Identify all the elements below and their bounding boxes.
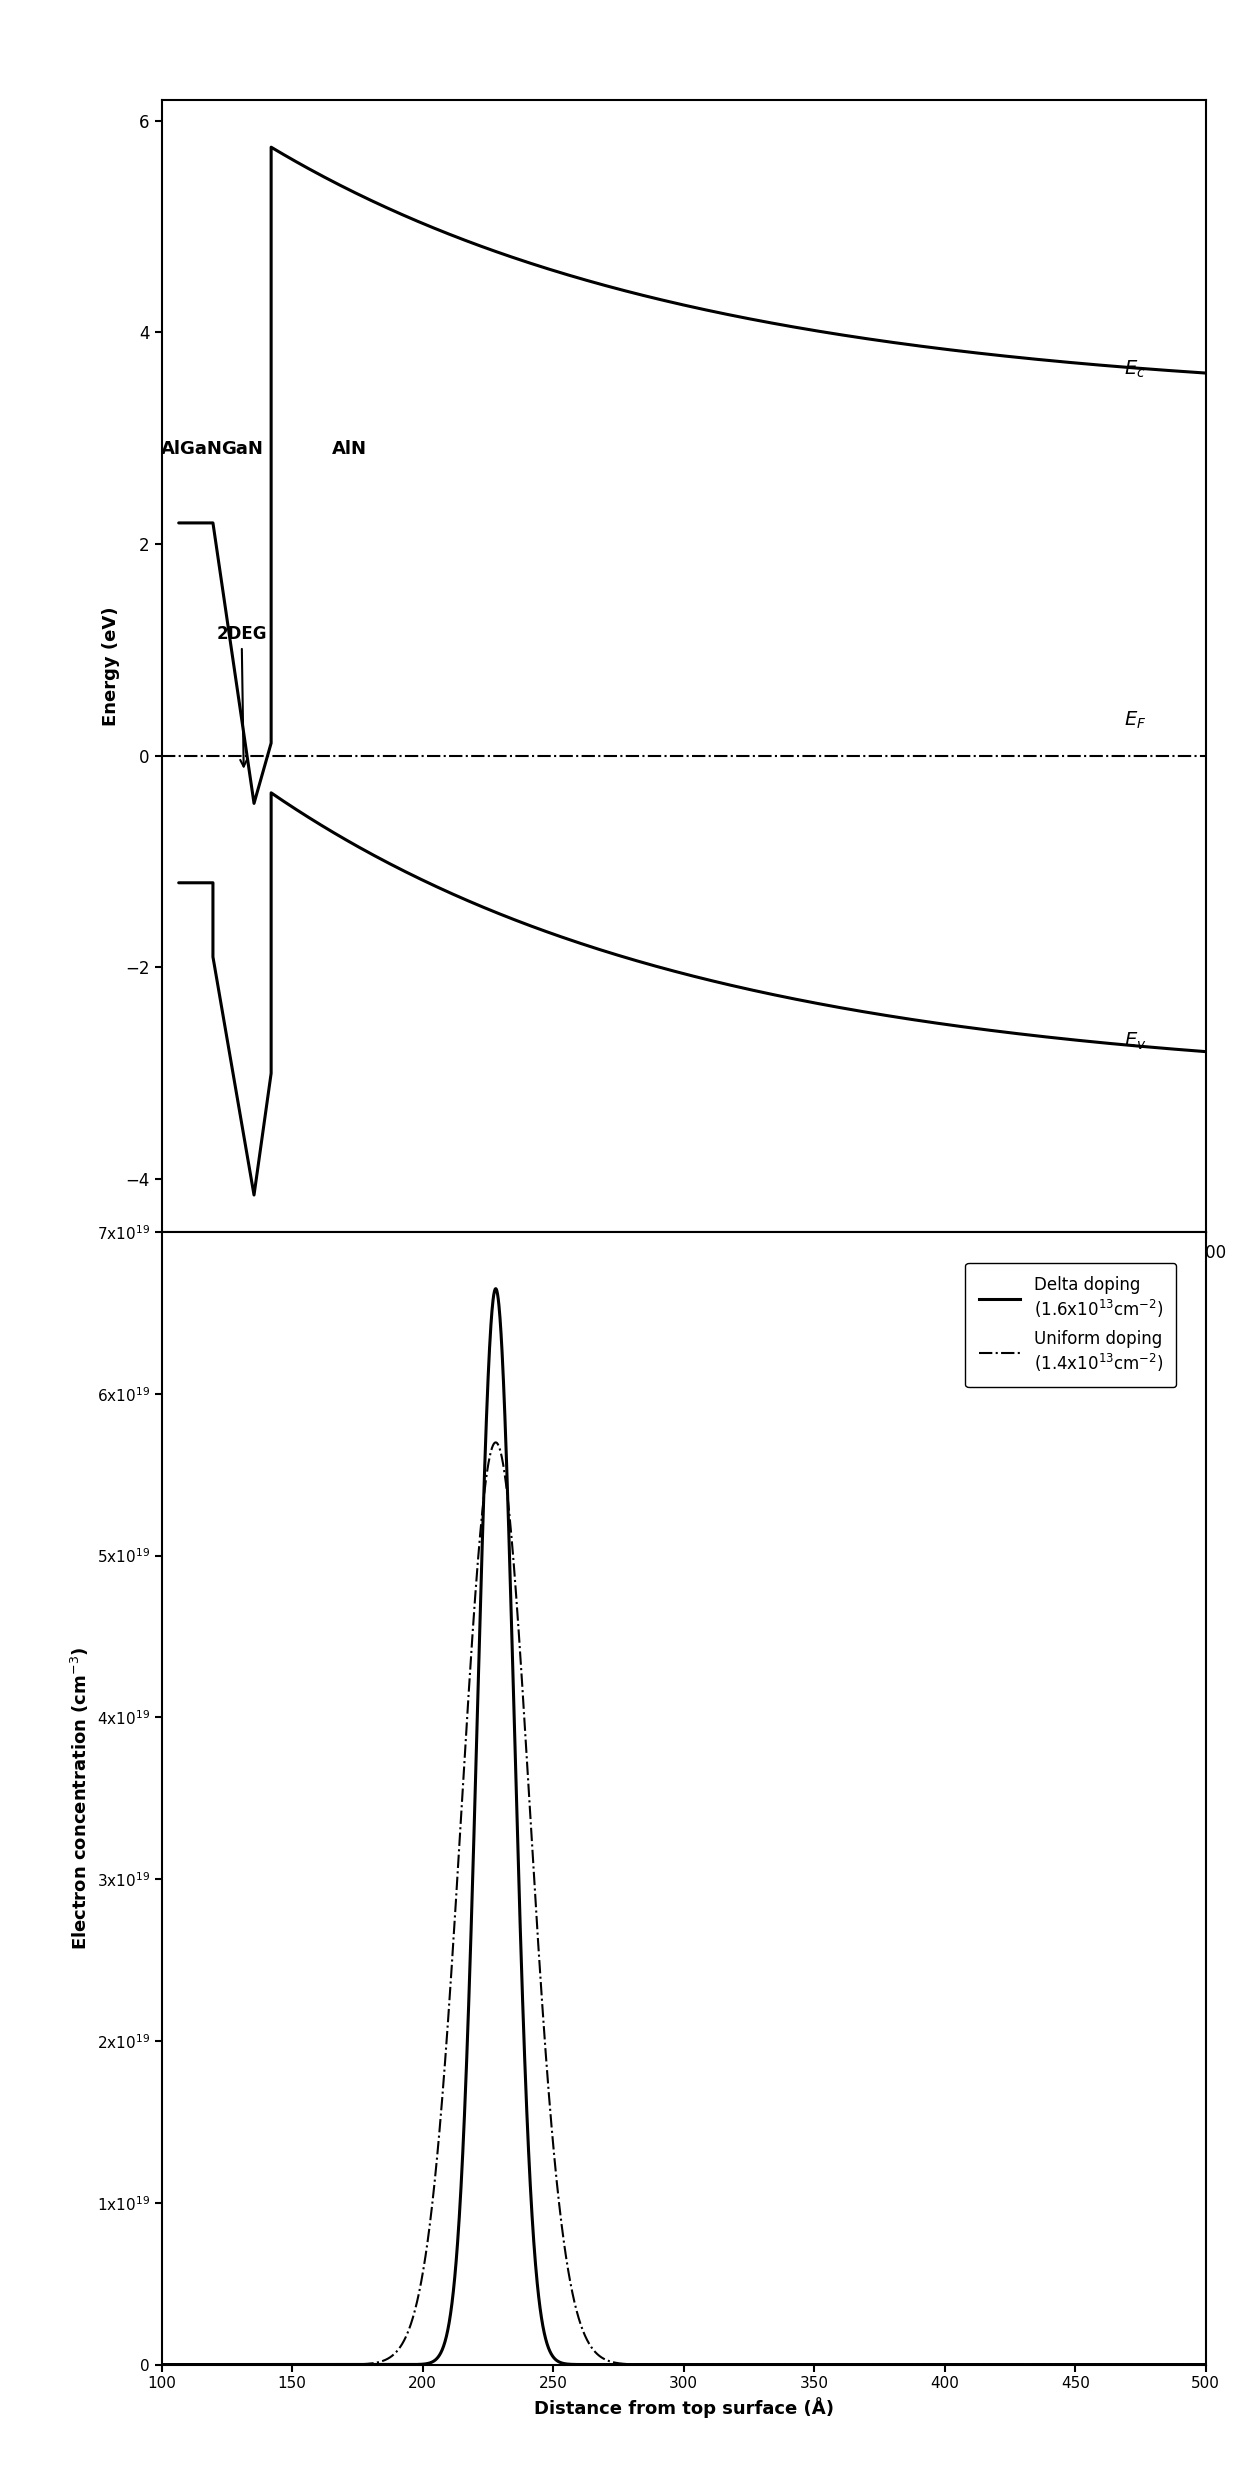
Uniform doping
(1.4x10$^{13}$cm$^{-2}$)	[154, 2350, 169, 2379]
Uniform doping
(1.4x10$^{13}$cm$^{-2}$)	[600, 2345, 615, 2375]
Delta doping
(1.6x10$^{13}$cm$^{-2}$)	[488, 1274, 503, 1304]
Y-axis label: Energy (eV): Energy (eV)	[102, 605, 119, 727]
Line: Delta doping
(1.6x10$^{13}$cm$^{-2}$): Delta doping (1.6x10$^{13}$cm$^{-2}$)	[162, 1289, 1206, 2365]
Uniform doping
(1.4x10$^{13}$cm$^{-2}$)	[336, 2350, 351, 2379]
X-axis label: Distance from top surface (Å): Distance from top surface (Å)	[533, 2397, 834, 2417]
Delta doping
(1.6x10$^{13}$cm$^{-2}$)	[1065, 2350, 1080, 2379]
Uniform doping
(1.4x10$^{13}$cm$^{-2}$)	[1198, 2350, 1213, 2379]
X-axis label: Distance from the top surface(Å): Distance from the top surface(Å)	[517, 1267, 850, 1289]
Text: $E_v$: $E_v$	[1124, 1030, 1146, 1053]
Delta doping
(1.6x10$^{13}$cm$^{-2}$)	[1193, 2350, 1208, 2379]
Uniform doping
(1.4x10$^{13}$cm$^{-2}$)	[1065, 2350, 1080, 2379]
Uniform doping
(1.4x10$^{13}$cm$^{-2}$)	[1178, 2350, 1193, 2379]
Text: AlN: AlN	[332, 441, 368, 458]
Text: 2DEG: 2DEG	[216, 625, 267, 767]
Delta doping
(1.6x10$^{13}$cm$^{-2}$)	[154, 2350, 169, 2379]
Text: Fig. 3: Fig. 3	[639, 1374, 728, 1406]
Delta doping
(1.6x10$^{13}$cm$^{-2}$)	[336, 2350, 351, 2379]
Delta doping
(1.6x10$^{13}$cm$^{-2}$)	[600, 2350, 615, 2379]
Text: $E_F$: $E_F$	[1124, 709, 1146, 732]
Uniform doping
(1.4x10$^{13}$cm$^{-2}$)	[488, 1429, 503, 1459]
Delta doping
(1.6x10$^{13}$cm$^{-2}$)	[1198, 2350, 1213, 2379]
Delta doping
(1.6x10$^{13}$cm$^{-2}$)	[1178, 2350, 1193, 2379]
Legend: Delta doping
(1.6x10$^{13}$cm$^{-2}$), Uniform doping
(1.4x10$^{13}$cm$^{-2}$): Delta doping (1.6x10$^{13}$cm$^{-2}$), U…	[965, 1262, 1176, 1386]
Text: GaN: GaN	[221, 441, 264, 458]
Text: $E_c$: $E_c$	[1124, 358, 1145, 381]
Delta doping
(1.6x10$^{13}$cm$^{-2}$)	[273, 2350, 288, 2379]
Delta doping
(1.6x10$^{13}$cm$^{-2}$)	[554, 2347, 569, 2377]
Uniform doping
(1.4x10$^{13}$cm$^{-2}$)	[554, 2215, 569, 2245]
Text: AlGaN: AlGaN	[160, 441, 222, 458]
Y-axis label: Electron concentration (cm$^{-3}$): Electron concentration (cm$^{-3}$)	[70, 1648, 91, 1949]
Line: Uniform doping
(1.4x10$^{13}$cm$^{-2}$): Uniform doping (1.4x10$^{13}$cm$^{-2}$)	[162, 1444, 1206, 2365]
Uniform doping
(1.4x10$^{13}$cm$^{-2}$)	[273, 2350, 288, 2379]
